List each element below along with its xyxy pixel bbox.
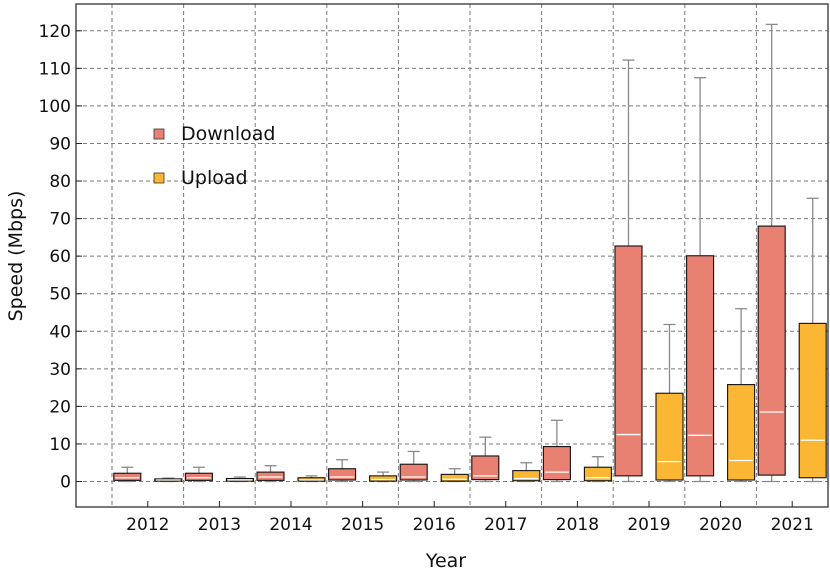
x-tick-label: 2016 bbox=[413, 515, 456, 535]
box-body bbox=[471, 455, 500, 481]
box-body bbox=[727, 384, 756, 481]
y-tick-label: 30 bbox=[49, 360, 71, 380]
box-body bbox=[614, 245, 643, 477]
box-body bbox=[440, 473, 469, 482]
x-tick-label: 2014 bbox=[269, 515, 312, 535]
box-upload-2020 bbox=[727, 308, 756, 483]
box-body bbox=[798, 322, 827, 479]
box-upload-2014 bbox=[297, 475, 326, 483]
box-download-2018 bbox=[542, 419, 571, 483]
y-tick-label: 40 bbox=[49, 322, 71, 342]
y-tick-label: 0 bbox=[60, 473, 71, 493]
x-tick-label: 2015 bbox=[341, 515, 384, 535]
grid-lines bbox=[76, 4, 828, 507]
box-body bbox=[542, 446, 571, 481]
y-axis-ticks: 0 10 20 30 40 50 60 70 80 90 100 110 120 bbox=[39, 22, 82, 493]
box-download-2017 bbox=[471, 436, 500, 483]
box-body bbox=[328, 468, 357, 481]
box-upload-2018 bbox=[583, 456, 612, 483]
box-download-2012 bbox=[113, 466, 142, 483]
x-tick-label: 2017 bbox=[484, 515, 527, 535]
box-download-2021 bbox=[757, 23, 786, 483]
y-tick-label: 110 bbox=[39, 59, 71, 79]
box-body bbox=[655, 392, 684, 481]
box-series bbox=[113, 23, 827, 483]
legend-label-download: Download bbox=[181, 123, 275, 145]
x-tick-label: 2018 bbox=[556, 515, 599, 535]
plot-frame bbox=[75, 3, 829, 508]
box-download-2019 bbox=[614, 59, 643, 483]
legend-swatch-upload bbox=[153, 172, 165, 184]
y-tick-label: 70 bbox=[49, 210, 71, 230]
box-body bbox=[184, 472, 213, 481]
box-body bbox=[256, 471, 285, 481]
box-upload-2013 bbox=[225, 476, 254, 483]
legend-swatch-download bbox=[153, 128, 165, 140]
box-upload-2015 bbox=[369, 471, 398, 483]
y-tick-label: 50 bbox=[49, 285, 71, 305]
y-axis-title: Speed (Mbps) bbox=[5, 191, 27, 322]
box-upload-2017 bbox=[512, 462, 541, 483]
box-download-2015 bbox=[328, 459, 357, 483]
box-upload-2012 bbox=[154, 477, 183, 483]
x-tick-label: 2020 bbox=[699, 515, 742, 535]
box-download-2014 bbox=[256, 465, 285, 483]
legend-label-upload: Upload bbox=[181, 167, 248, 189]
x-axis-ticks: 2012 2013 2014 2015 2016 2017 2018 2019 2020 2021 bbox=[126, 501, 814, 535]
box-upload-2016 bbox=[440, 468, 469, 483]
box-upload-2019 bbox=[655, 323, 684, 483]
y-tick-label: 20 bbox=[49, 397, 71, 417]
box-download-2016 bbox=[399, 450, 428, 483]
box-body bbox=[113, 472, 142, 481]
x-tick-label: 2013 bbox=[198, 515, 241, 535]
x-axis-title: Year bbox=[425, 550, 466, 572]
y-tick-label: 60 bbox=[49, 247, 71, 267]
y-tick-label: 90 bbox=[49, 134, 71, 154]
box-body bbox=[757, 225, 786, 476]
x-tick-label: 2019 bbox=[627, 515, 670, 535]
box-body bbox=[399, 463, 428, 481]
y-tick-label: 10 bbox=[49, 435, 71, 455]
box-upload-2021 bbox=[798, 197, 827, 483]
y-tick-label: 120 bbox=[39, 22, 71, 42]
box-body bbox=[512, 470, 541, 482]
box-body bbox=[369, 475, 398, 482]
y-tick-label: 80 bbox=[49, 172, 71, 192]
box-download-2013 bbox=[184, 466, 213, 483]
legend: Download Upload bbox=[153, 123, 275, 189]
y-tick-label: 100 bbox=[39, 97, 71, 117]
box-body bbox=[686, 255, 715, 477]
x-tick-label: 2021 bbox=[771, 515, 814, 535]
x-tick-label: 2012 bbox=[126, 515, 169, 535]
box-body bbox=[583, 466, 612, 482]
box-download-2020 bbox=[686, 77, 715, 483]
